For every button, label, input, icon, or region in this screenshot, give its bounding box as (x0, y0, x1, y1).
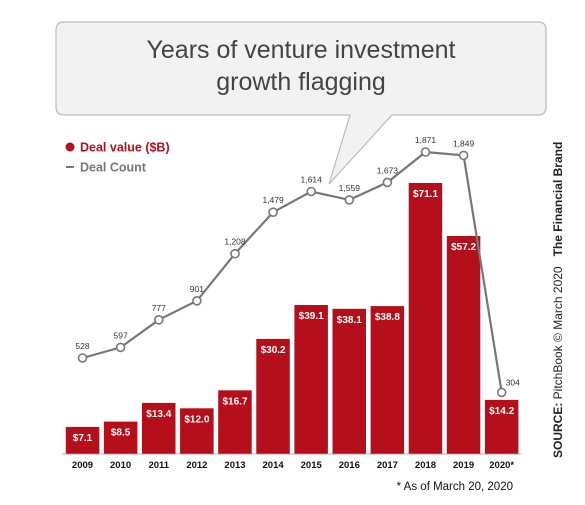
deal-value-bar (332, 308, 366, 454)
x-tick-label: 2019 (453, 460, 474, 471)
deal-value-bar-label: $30.2 (261, 345, 286, 356)
deal-value-bar (180, 408, 214, 454)
deal-count-label: 1,208 (224, 237, 246, 247)
x-tick-label: 2017 (377, 460, 398, 471)
legend-deal-count-label: Deal Count (80, 161, 147, 175)
deal-count-label: 304 (506, 377, 520, 387)
deal-value-bar (370, 306, 405, 454)
legend-deal-value-marker (65, 142, 75, 152)
deal-count-label: 1,673 (377, 165, 399, 175)
deal-value-bar (446, 236, 481, 454)
chart-title-line-2: growth flagging (216, 68, 386, 96)
deal-count-point (306, 186, 317, 197)
deal-value-bar (65, 426, 100, 454)
deal-count-line (82, 150, 503, 393)
deal-count-label: 901 (190, 284, 204, 294)
x-tick-label: 2015 (301, 460, 323, 471)
source-credit: SOURCE: PitchBook © March 2020 The Financ… (551, 142, 565, 458)
deal-value-bar (218, 390, 252, 454)
x-tick-label: 2012 (186, 460, 207, 471)
deal-count-point (154, 314, 164, 325)
deal-value-bar (484, 399, 519, 454)
deal-count-point (344, 195, 355, 205)
x-tick-label: 2014 (263, 460, 285, 471)
deal-count-label: 528 (75, 341, 89, 351)
deal-count-label: 1,871 (415, 135, 437, 145)
chart-title-line-1: Years of venture investment (147, 36, 456, 64)
legend-deal-value-label: Deal value ($B) (80, 141, 170, 155)
deal-count-label: 1,614 (301, 175, 323, 185)
x-tick-label: 2018 (415, 460, 436, 471)
x-tick-label: 2009 (72, 460, 93, 471)
deal-count-point (382, 177, 393, 188)
deal-count-point (496, 387, 507, 398)
deal-count-point (458, 150, 469, 161)
bars: $7.1 $8.5 $13.4 $12.0 $16.7 $30.2 $39.1 $38.1 $3… (65, 183, 519, 454)
deal-value-bar (256, 338, 290, 454)
deal-value-bar (408, 183, 443, 454)
deal-count-label: 1,559 (339, 183, 361, 193)
deal-value-bar-label: $13.4 (146, 409, 171, 420)
deal-count-point (230, 248, 240, 259)
deal-value-bar-label: $8.5 (111, 428, 131, 439)
source-prefix: SOURCE: (551, 403, 565, 458)
deal-value-bar (103, 421, 138, 454)
deal-count-point (420, 147, 431, 157)
deal-value-bar-label: $57.2 (451, 242, 476, 253)
deal-count-point (77, 353, 88, 363)
x-axis-ticks: 2009 2010 2011 2012 2013 2014 2015 2016 2017 2018… (72, 460, 514, 471)
legend: Deal value ($B) Deal Count (65, 141, 170, 175)
deal-value-bar-label: $16.7 (222, 396, 247, 407)
deal-count-label: 597 (114, 330, 128, 340)
footnote: * As of March 20, 2020 (397, 481, 513, 493)
title-callout: Years of venture investment growth flagg… (55, 21, 547, 185)
deal-value-bar-label: $71.1 (413, 189, 438, 200)
deal-count-label: 1,479 (262, 195, 284, 205)
deal-value-bar-label: $14.2 (489, 406, 514, 417)
deal-value-bar (294, 305, 328, 454)
deal-value-bar (142, 402, 176, 454)
deal-count-point (192, 295, 202, 306)
deal-count-label: 1,849 (453, 138, 475, 148)
deal-count-series: 528 597 777 901 1,208 1,479 1,614 1,559 1,673 1,8… (75, 135, 520, 398)
x-tick-label: 2011 (148, 460, 169, 471)
deal-value-bar-label: $7.1 (73, 433, 93, 444)
x-tick-label: 2013 (224, 460, 245, 471)
deal-value-bar-label: $12.0 (184, 414, 209, 425)
deal-count-point (115, 342, 126, 353)
title-callout-box (55, 21, 547, 185)
source-brand: The Financial Brand (551, 142, 565, 257)
deal-value-bar-label: $38.8 (375, 312, 400, 323)
deal-value-bar-label: $38.1 (337, 315, 362, 326)
x-tick-label: 2020* (489, 460, 514, 471)
deal-count-point (268, 207, 278, 217)
deal-count-label: 777 (152, 303, 166, 313)
x-tick-label: 2016 (339, 460, 360, 471)
x-tick-label: 2010 (110, 460, 131, 471)
deal-value-bar-label: $39.1 (299, 311, 324, 322)
source-text: PitchBook © March 2020 (551, 266, 565, 403)
